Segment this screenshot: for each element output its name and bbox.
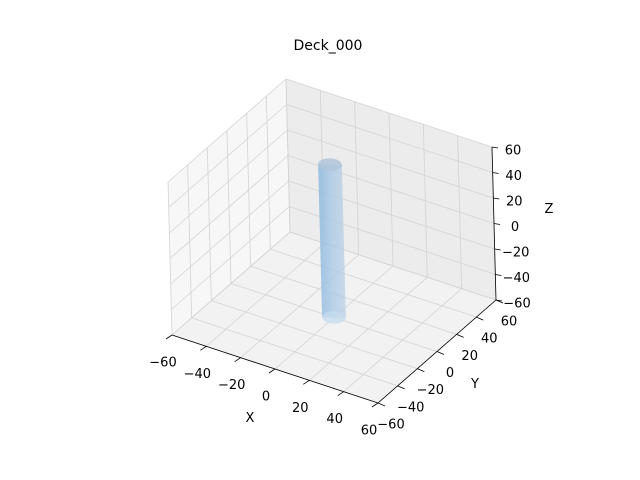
- x-tick: [303, 380, 310, 385]
- chart-title: Deck_000: [294, 38, 363, 54]
- tick-labels: −60−60−60−40−40−40−20 −20−200002020204040…: [149, 144, 530, 439]
- x-axis-label: X: [246, 411, 255, 426]
- y-tick: [377, 402, 386, 407]
- y-tick-label: −20: [417, 383, 444, 398]
- grid-line-z-back: [286, 104, 493, 173]
- y-tick: [476, 316, 484, 321]
- y-tick: [456, 333, 464, 338]
- x-tick: [337, 391, 344, 396]
- cylinder-surface: [318, 158, 346, 324]
- y-axis-label: Y: [470, 377, 479, 392]
- x-tick: [371, 402, 379, 408]
- x-tick-label: 20: [292, 401, 309, 416]
- z-tick-label: 40: [505, 169, 522, 184]
- grid-line-y-floor: [270, 248, 477, 318]
- y-tick: [436, 351, 445, 355]
- z-tick-label: 20: [506, 195, 523, 210]
- cylinder-side: [318, 164, 346, 318]
- cylinder-top-cap: [318, 158, 342, 171]
- x-tick-label: −60: [149, 356, 176, 371]
- x-tick-label: 40: [326, 412, 343, 427]
- y-tick: [495, 299, 504, 304]
- z-tick: [493, 197, 500, 200]
- cylinder-bottom-cap: [322, 311, 346, 324]
- z-tick: [493, 223, 501, 225]
- x-tick-label: −40: [184, 367, 211, 382]
- x-tick-label: 0: [262, 390, 270, 405]
- tick-marks: [165, 146, 504, 408]
- y-tick: [397, 385, 405, 390]
- y-tick-label: 20: [461, 349, 478, 364]
- z-tick-label: 0: [511, 220, 519, 235]
- z-tick: [495, 274, 502, 276]
- z-tick-label: −60: [503, 297, 530, 312]
- grid-line-z-left: [168, 104, 287, 208]
- x-tick: [268, 368, 276, 374]
- z-tick: [492, 172, 499, 174]
- z-tick: [494, 248, 501, 251]
- y-tick-label: −40: [397, 400, 424, 415]
- z-tick: [491, 146, 499, 149]
- grid-line-y-left: [285, 78, 291, 233]
- z-tick-label: −40: [503, 271, 530, 286]
- y-tick-label: 60: [501, 315, 518, 330]
- z-tick-label: 60: [505, 144, 522, 159]
- y-tick-label: −60: [377, 418, 404, 433]
- z-tick-label: −20: [502, 246, 529, 261]
- grid-line-z-back: [285, 78, 493, 148]
- z-axis-label: Z: [545, 202, 554, 217]
- x-tick: [200, 346, 207, 351]
- x-tick: [234, 357, 241, 362]
- x-tick-label: −20: [218, 378, 245, 393]
- y-tick-label: 0: [446, 366, 454, 381]
- x-tick: [165, 334, 173, 340]
- y-tick-label: 40: [481, 332, 498, 347]
- x-tick-label: 60: [361, 424, 378, 439]
- y-tick: [417, 368, 425, 373]
- grid-line-z-left: [167, 78, 287, 183]
